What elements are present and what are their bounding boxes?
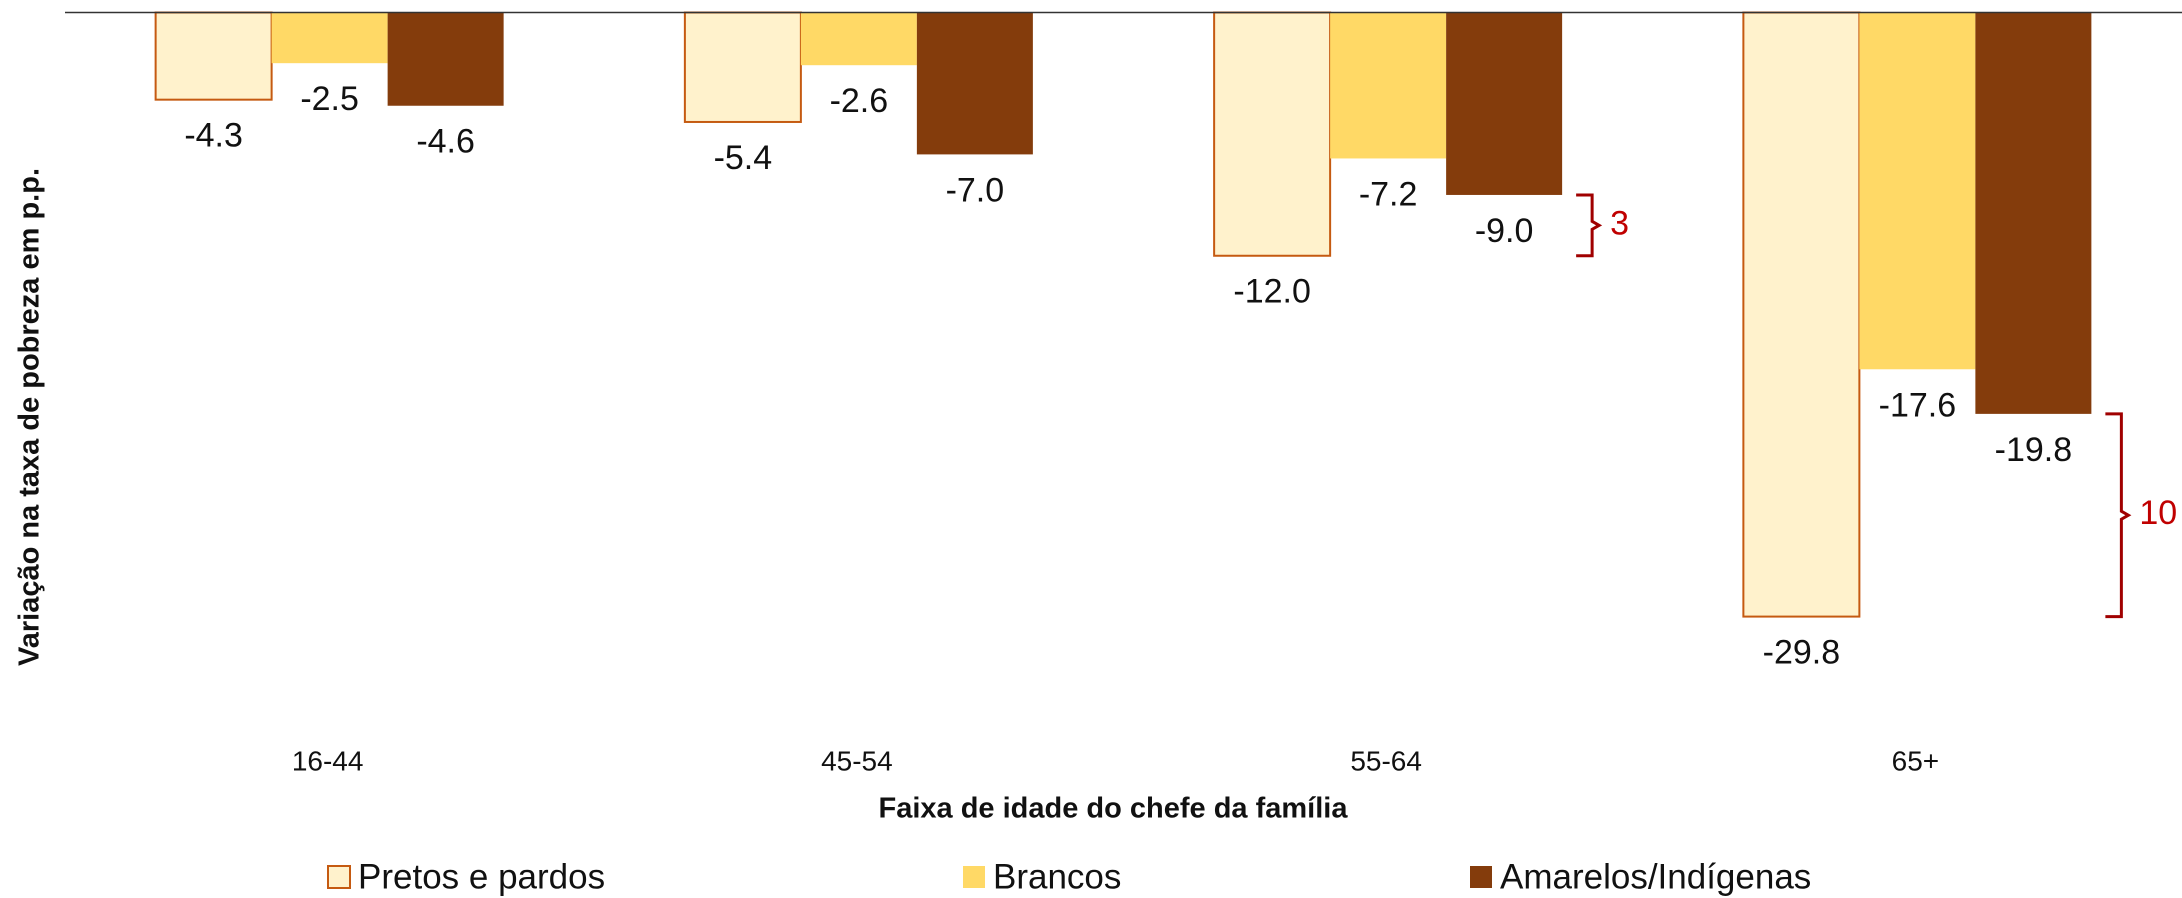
value-label: -2.6 (830, 82, 889, 120)
bracket (2105, 412, 2132, 619)
bar (271, 12, 388, 64)
value-label: -4.3 (184, 117, 243, 155)
bar (916, 12, 1033, 155)
x-axis-title: Faixa de idade do chefe da família (879, 793, 1349, 825)
bar (1446, 12, 1563, 195)
legend-swatch (327, 865, 351, 889)
legend-label: Pretos e pardos (358, 857, 605, 896)
value-label: -17.6 (1879, 386, 1957, 424)
bar (1213, 11, 1332, 257)
bar (800, 12, 917, 66)
bar (1975, 12, 2092, 414)
annotation: 10 (2139, 494, 2177, 532)
bar (683, 11, 802, 123)
x-tick-label: 16-44 (292, 745, 364, 776)
value-label: -19.8 (1995, 431, 2073, 469)
bar (1330, 12, 1447, 159)
value-label: -29.8 (1763, 634, 1841, 672)
legend-swatch (1470, 866, 1492, 888)
value-label: -4.6 (416, 123, 475, 161)
value-label: -7.0 (946, 171, 1005, 209)
legend-label: Brancos (993, 857, 1121, 896)
x-tick-label: 45-54 (821, 745, 893, 776)
bar (387, 12, 504, 106)
value-label: -5.4 (714, 139, 773, 177)
value-label: -12.0 (1233, 273, 1311, 311)
value-label: -2.5 (300, 80, 359, 118)
bar (1742, 11, 1861, 618)
legend-swatch (963, 866, 985, 888)
x-tick-label: 65+ (1892, 745, 1940, 776)
annotation: 3 (1610, 204, 1629, 242)
y-axis-title: Variação na taxa de pobreza em p.p. (14, 168, 46, 666)
value-label: -7.2 (1359, 175, 1418, 213)
x-tick-label: 55-64 (1350, 745, 1422, 776)
bar (154, 11, 273, 101)
bar (1859, 12, 1976, 370)
legend-label: Amarelos/Indígenas (1500, 857, 1811, 896)
bracket (1576, 193, 1603, 258)
value-label: -9.0 (1475, 212, 1534, 250)
